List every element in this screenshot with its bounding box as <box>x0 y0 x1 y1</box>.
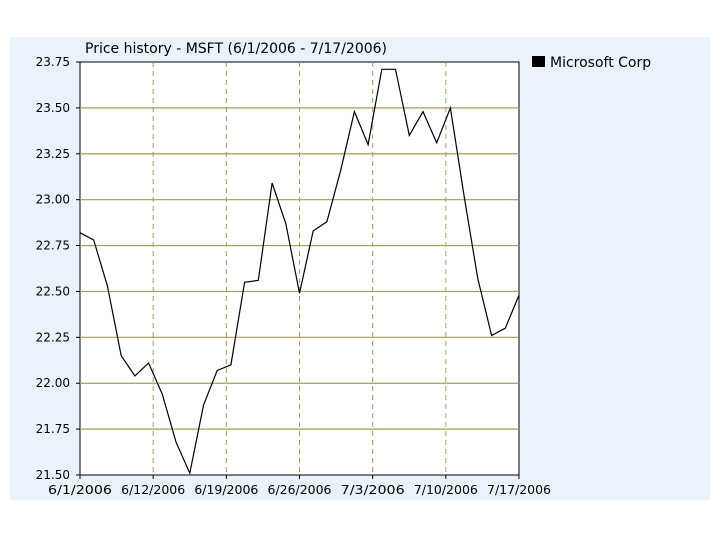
legend-swatch <box>532 56 545 67</box>
y-tick-label: 22.25 <box>36 330 70 344</box>
y-axis: 23.75 23.50 23.25 23.00 22.75 22.50 22.25 22.00… <box>36 55 80 482</box>
x-axis: 6/1/2006 6/12/2006 6/19/2006 6/26/2006 7/3/2… <box>48 475 551 497</box>
chart-frame: Price history - MSFT (6/1/2006 - 7/17/20… <box>10 37 710 500</box>
x-tick-label: 6/12/2006 <box>121 483 185 497</box>
legend-label: Microsoft Corp <box>550 55 651 71</box>
x-tick-label: 7/10/2006 <box>414 483 478 497</box>
y-tick-label: 21.75 <box>36 422 70 436</box>
x-tick-label: 7/3/2006 <box>341 483 405 497</box>
y-tick-label: 23.50 <box>36 101 70 115</box>
y-tick-label: 22.75 <box>36 239 70 253</box>
y-tick-label: 23.75 <box>36 55 70 69</box>
x-tick-label: 6/19/2006 <box>194 483 258 497</box>
y-tick-label: 22.50 <box>36 284 70 298</box>
line-chart: Price history - MSFT (6/1/2006 - 7/17/20… <box>36 41 652 497</box>
y-tick-label: 23.00 <box>36 193 70 207</box>
chart-title: Price history - MSFT (6/1/2006 - 7/17/20… <box>85 41 387 57</box>
y-tick-label: 22.00 <box>36 376 70 390</box>
series-line-microsoft-corp <box>79 68 520 476</box>
y-tick-label: 21.50 <box>36 468 70 482</box>
vertical-grid <box>152 62 447 475</box>
x-tick-label: 6/26/2006 <box>268 483 332 497</box>
x-tick-label: 7/17/2006 <box>487 483 551 497</box>
legend: Microsoft Corp <box>532 55 651 71</box>
y-tick-label: 23.25 <box>36 147 70 161</box>
x-tick-label: 6/1/2006 <box>48 483 112 497</box>
